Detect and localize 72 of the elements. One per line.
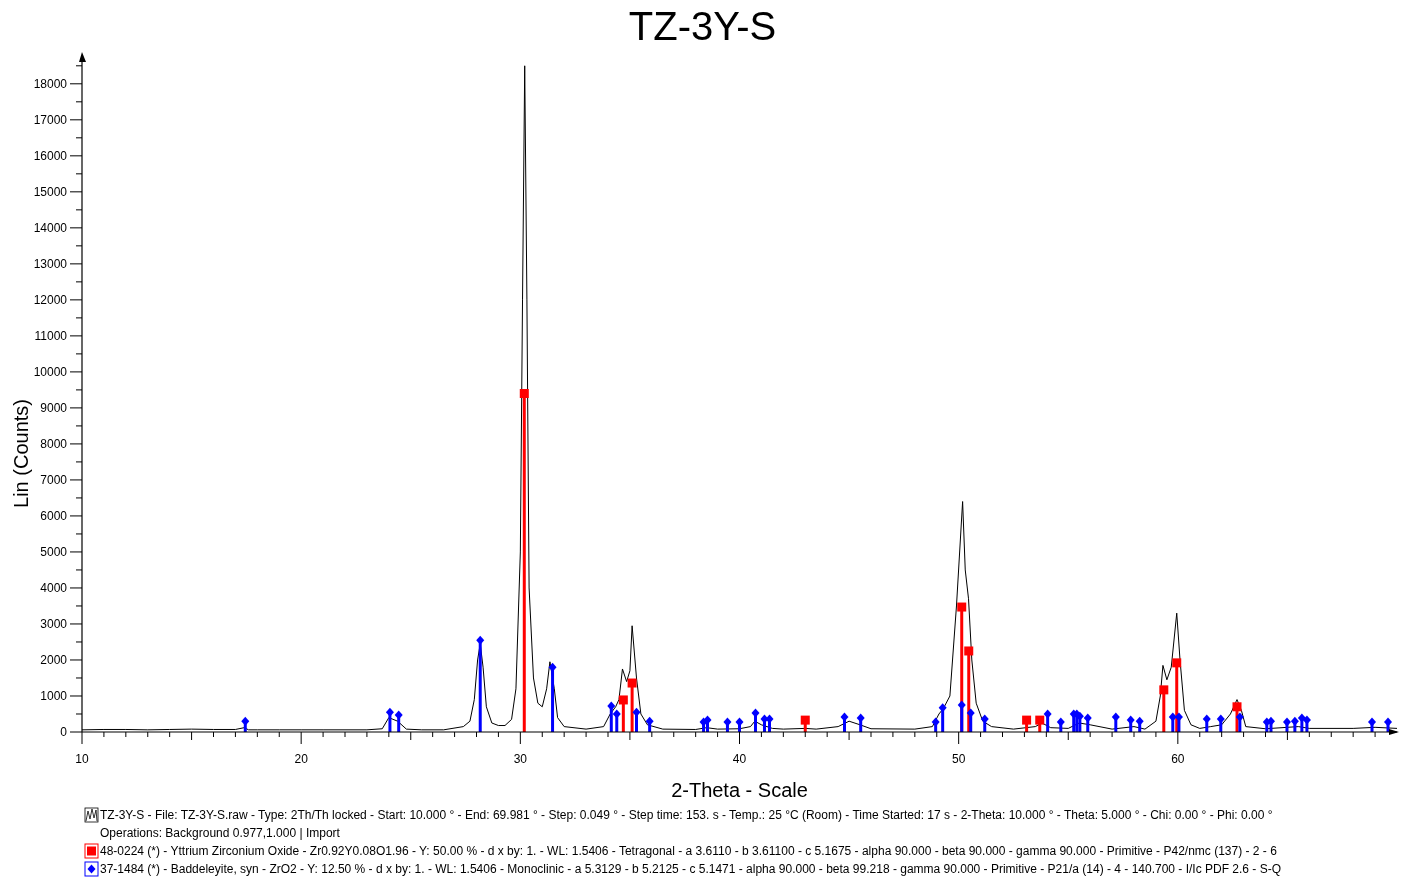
point — [1282, 717, 1291, 727]
y-tick-label: 17000 — [33, 112, 68, 127]
y-tick-label: 18000 — [33, 76, 68, 91]
point — [394, 710, 403, 720]
x-tick-label: 30 — [513, 752, 528, 766]
point — [1235, 712, 1244, 722]
x-tick-label: 10 — [75, 752, 89, 766]
point — [1172, 658, 1182, 668]
y-tick-label: 2000 — [40, 652, 68, 667]
y-tick-label: 9000 — [40, 400, 68, 415]
y-tick-label: 7000 — [40, 472, 68, 487]
point — [1022, 715, 1032, 725]
y-tick-label: 13000 — [33, 256, 68, 271]
point — [607, 701, 616, 711]
y-tick-label: 14000 — [33, 220, 68, 235]
y-axis-title: Lin (Counts) — [10, 399, 32, 508]
y-tick-label: 11000 — [34, 328, 68, 343]
point — [980, 714, 989, 724]
x-axis-title: 2-Theta - Scale — [671, 779, 808, 801]
point — [1126, 715, 1135, 725]
point — [627, 678, 637, 688]
point — [1168, 712, 1177, 722]
y-tick-label: 3000 — [40, 616, 68, 631]
text: Operations: Background 0.977,1.000 | Import — [100, 826, 341, 840]
point — [548, 662, 557, 672]
point — [957, 602, 967, 612]
y-tick-label: 10000 — [33, 364, 68, 379]
point — [1297, 713, 1306, 723]
point — [800, 715, 810, 725]
y-tick-label: 1000 — [40, 688, 68, 703]
point — [1111, 712, 1120, 722]
point — [519, 389, 529, 398]
point — [856, 713, 865, 723]
point — [618, 695, 628, 705]
point — [241, 716, 250, 726]
y-tick-label: 4000 — [40, 580, 68, 595]
legend-label: 37-1484 (*) - Baddeleyite, syn - ZrO2 - Y: 12.50 % - d x by: 1. - WL: 1.5406 - Monoclinic - a 5.3129 - b 5.2125 - c 5.1471 - alpha 90.000 - beta 99.218 - gamma 90.000 - Primitive - P21/a (14) - 4 - 140.700 - I/Ic PDF 2.6 - S-Q — [100, 862, 1282, 876]
y-tick-label: 8000 — [40, 436, 68, 451]
point — [931, 717, 940, 727]
point — [957, 700, 966, 710]
point — [385, 707, 394, 717]
point — [964, 646, 974, 656]
point — [1056, 717, 1065, 727]
point — [1043, 709, 1052, 719]
point — [1159, 685, 1169, 695]
point — [1202, 714, 1211, 724]
point — [476, 635, 485, 645]
x-tick-label: 50 — [951, 752, 966, 766]
legend-label: 48-0224 (*) - Yttrium Zirconium Oxide - Zr0.92Y0.08O1.96 - Y: 50.00 % - d x by: 1. - WL: 1.5406 - Tetragonal - a 3.6110 - b 3.61100 - c 5.1675 - alpha 90.000 - beta 90.000 - gamma 90.000 - Primitive - P42/nmc (137) - 2 - 6 — [100, 844, 1278, 858]
x-tick-label: 40 — [732, 752, 747, 766]
y-tick-label: 16000 — [33, 148, 68, 163]
point — [1384, 717, 1393, 727]
y-tick-label: 0 — [60, 725, 68, 739]
y-tick-label: 5000 — [40, 544, 68, 559]
point — [1216, 714, 1225, 724]
point — [645, 716, 654, 726]
point — [1035, 715, 1045, 725]
point — [966, 708, 975, 718]
x-tick-label: 60 — [1171, 752, 1185, 766]
point — [1232, 702, 1242, 712]
point — [1302, 715, 1311, 725]
chart-title: TZ-3Y-S — [628, 4, 777, 48]
legend-label: TZ-3Y-S - File: TZ-3Y-S.raw - Type: 2Th/Th locked - Start: 10.000 ° - End: 69.981 ° - Step: 0.049 ° - Step time: 153. s - Temp.: 25 °C (Room) - Time Started: 17 s - 2-Theta: 10.000 ° - Theta: 5.000 ° - Chi: 0.00 ° - Phi: 0.00 ° — [100, 808, 1273, 822]
x-tick-label: 20 — [294, 752, 309, 766]
y-tick-label: 6000 — [40, 508, 68, 523]
point — [1135, 716, 1144, 726]
point — [1083, 713, 1092, 723]
point — [1368, 717, 1377, 727]
y-tick-label: 15000 — [33, 184, 68, 199]
point — [612, 709, 621, 719]
y-tick-label: 12000 — [33, 292, 68, 307]
point — [1290, 716, 1299, 726]
